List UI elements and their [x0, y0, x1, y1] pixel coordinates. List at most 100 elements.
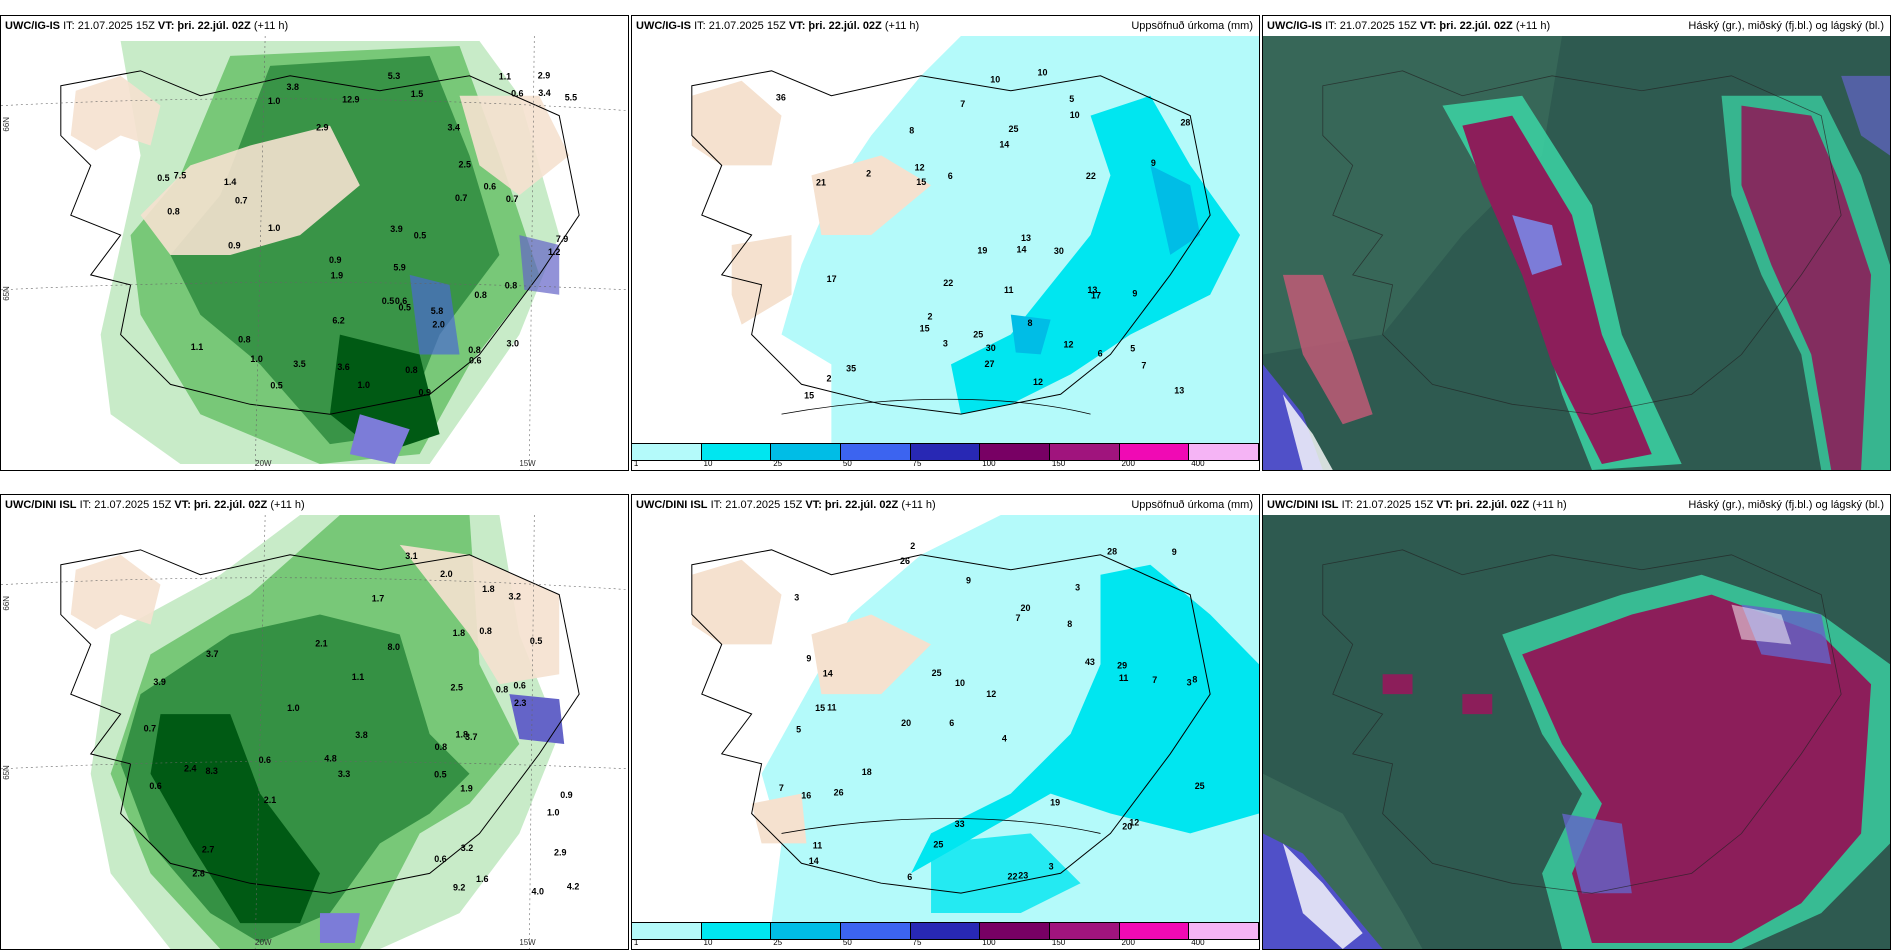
valid-time: VT: þri. 22.júl. 02Z	[805, 499, 899, 511]
value-label: 5	[796, 725, 801, 735]
value-label: 2	[866, 169, 871, 179]
value-label: 8	[1067, 619, 1072, 629]
map-area[interactable]: 2 3 3 6 4 11 3 8 5 7 12 14 26 20 22 23 33 28 43 18 14 15 8 7 7 9 1…	[632, 515, 1259, 922]
value-label: 20	[901, 718, 911, 728]
value-label: 0.9	[560, 790, 572, 800]
value-label: 1.0	[358, 380, 370, 390]
panel-igis-precip: UWC/IG-IS IT: 21.07.2025 15Z VT: þri. 22…	[631, 15, 1260, 471]
value-label: 8.0	[388, 642, 400, 652]
lead-time: (+11 h)	[1515, 20, 1551, 32]
map-area[interactable]: 0.5 0.9 0.8 1.0 0.6 0.8 0.6 1.1 2.9 1.6 1.8 0.8 0.6 1…	[1, 515, 628, 949]
value-label: 12	[1033, 377, 1043, 387]
value-label: 25	[973, 329, 983, 339]
value-label: 0.7	[506, 194, 518, 204]
value-label: 0.5	[399, 302, 411, 312]
value-label: 5	[1130, 343, 1135, 353]
value-label: 3.4	[538, 88, 550, 98]
value-label: 2.0	[432, 319, 444, 329]
legend-swatch	[771, 444, 842, 460]
value-label: 3.0	[506, 338, 518, 348]
value-label: 20	[1122, 822, 1132, 832]
value-label: 3.8	[286, 82, 298, 92]
value-label: 43	[1085, 657, 1095, 667]
legend-tick: 10	[703, 938, 713, 947]
value-label: 3	[1049, 862, 1054, 872]
value-label: 3.7	[465, 732, 477, 742]
value-label: 25	[1195, 781, 1205, 791]
init-time: IT: 21.07.2025 15Z	[694, 20, 786, 32]
axis-label: 15W	[519, 459, 536, 468]
precip-legend: 1 10 25 50 75 100 150 200 400	[632, 443, 1259, 470]
value-label: 6	[949, 718, 954, 728]
legend-tick: 75	[912, 459, 922, 468]
panel-title: Uppsöfnuð úrkoma (mm)	[1131, 499, 1253, 511]
value-label: 15	[804, 391, 814, 401]
legend-tick: 100	[982, 938, 996, 947]
value-label: 12	[1129, 817, 1139, 827]
map-area[interactable]: 0.9 1.0 0.8 1.4 0.6 0.8 1.2 1.0 1.9 1.0 1.1 0.5 0.9 0…	[1, 36, 628, 470]
value-label: 1.8	[456, 729, 468, 739]
value-label: 26	[900, 556, 910, 566]
value-label: 10	[990, 74, 1000, 84]
map-area[interactable]	[1263, 515, 1890, 949]
value-label: 12	[1064, 339, 1074, 349]
value-label: 3	[1187, 678, 1192, 688]
legend-tick: 150	[1051, 938, 1066, 947]
legend-swatch	[632, 444, 702, 460]
value-label: 5.5	[565, 93, 577, 103]
value-label: 15	[920, 324, 930, 334]
legend-tick: 75	[912, 938, 922, 947]
valid-time: VT: þri. 22.júl. 02Z	[174, 499, 268, 511]
legend-swatch	[841, 923, 911, 939]
value-label: 11	[1119, 673, 1128, 683]
value-label: 15	[916, 177, 926, 187]
value-label: 13	[1021, 233, 1031, 243]
value-label: 4.0	[532, 887, 544, 897]
value-label: 0.6	[434, 854, 446, 864]
value-label: 2.1	[315, 639, 327, 649]
value-label: 10	[955, 678, 965, 688]
legend-swatch	[1119, 923, 1190, 939]
value-label: 1.1	[499, 72, 511, 82]
map-area[interactable]: 2 9 13 11 7 10 5 5 6 15 13 15 3 10 12 12 13 17 19 28 36 35 27 3…	[632, 36, 1259, 443]
value-label: 0.9	[228, 241, 240, 251]
value-label: 11	[1004, 285, 1013, 295]
value-label: 0.8	[474, 290, 486, 300]
legend-swatch	[1050, 444, 1120, 460]
value-label: 5	[1069, 94, 1074, 104]
value-label: 0.8	[468, 345, 480, 355]
value-label: 19	[977, 246, 987, 256]
value-label: 2.9	[554, 847, 566, 857]
value-label: 6	[948, 171, 953, 181]
value-label: 13	[1174, 386, 1184, 396]
value-label: 9	[1172, 547, 1177, 557]
value-label: 3.5	[293, 359, 305, 369]
value-label: 14	[999, 140, 1009, 150]
value-label: 1.7	[372, 594, 384, 604]
legend-swatch	[1050, 923, 1120, 939]
value-label: 2.9	[316, 123, 328, 133]
legend-tick: 25	[773, 938, 783, 947]
legend-tick: 200	[1121, 459, 1135, 468]
value-label: 9.2	[453, 883, 465, 893]
value-label: 1.1	[191, 342, 203, 352]
legend-tick: 100	[982, 459, 996, 468]
panel-header: UWC/DINI ISL IT: 21.07.2025 15Z VT: þri.…	[1, 495, 628, 515]
value-label: 1.0	[287, 703, 299, 713]
value-label: 4.2	[567, 882, 579, 892]
value-label: 0.5	[414, 230, 426, 240]
value-label: 8	[1028, 318, 1033, 328]
value-label: 9	[966, 575, 971, 585]
value-label: 7	[1141, 360, 1146, 370]
value-label: 0.8	[496, 684, 508, 694]
value-label: 0.6	[511, 89, 523, 99]
valid-time: VT: þri. 22.júl. 02Z	[788, 20, 882, 32]
panel-header: UWC/DINI ISL IT: 21.07.2025 15Z VT: þri.…	[632, 495, 1259, 515]
value-label: 9	[806, 654, 811, 664]
axis-label: 65N	[2, 286, 11, 301]
value-label: 1.5	[411, 89, 423, 99]
panel-dini-clouds: UWC/DINI ISL IT: 21.07.2025 15Z VT: þri.…	[1262, 494, 1891, 950]
value-label: 1.2	[548, 247, 560, 257]
value-label: 1.4	[224, 177, 236, 187]
map-area[interactable]	[1263, 36, 1890, 470]
